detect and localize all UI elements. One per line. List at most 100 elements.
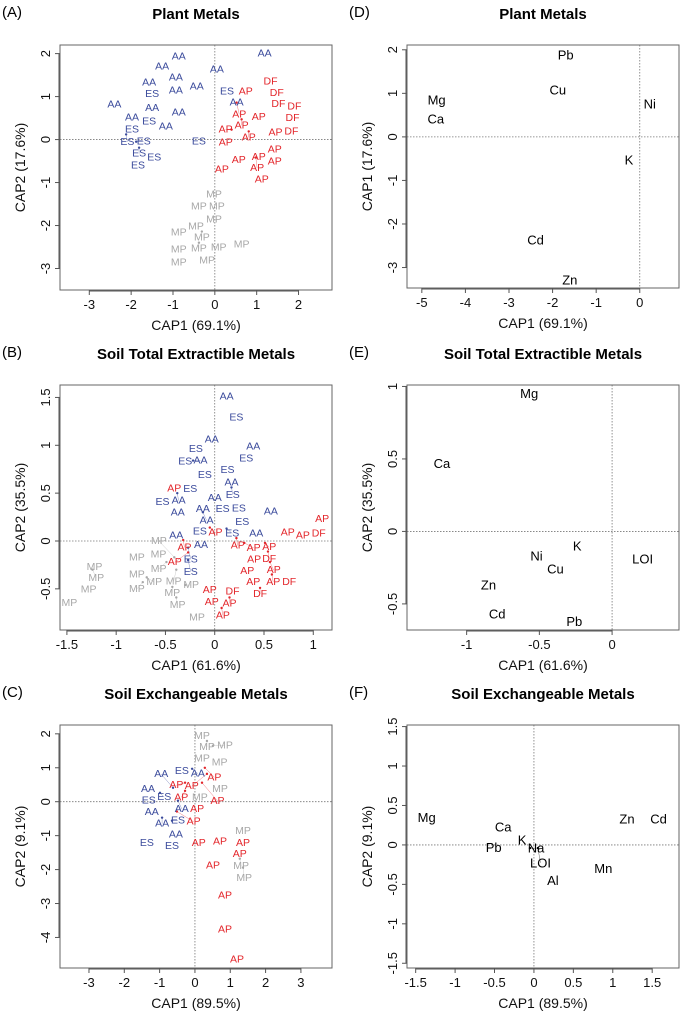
site-point-aa: AA [172,495,186,507]
x-tick-label: -0.5 [483,975,505,990]
panel-letter: (C) [2,684,23,701]
site-point-aa: AA [142,76,156,88]
site-point-df: DF [284,125,298,137]
site-point-df: DF [264,76,278,88]
point-marker [160,816,164,819]
site-point-ap: AP [255,174,269,186]
label-leader-line [231,487,234,495]
y-tick-label: 0 [38,798,53,805]
site-point-ap: AP [205,596,219,608]
y-tick-label: -1 [38,177,53,189]
point-marker [230,128,233,131]
x-tick-label: -1.5 [56,637,78,652]
site-point-es: ES [235,516,249,528]
x-axis-label: CAP1 (69.1%) [151,317,240,333]
site-point-ap: AP [167,482,181,494]
site-point-es: ES [131,160,145,172]
point-marker [225,527,228,530]
panel-title: Soil Total Extractible Metals [97,346,295,363]
label-leader-line [191,773,208,787]
point-marker [254,156,258,159]
y-axis-label: CAP1 (17.6%) [359,122,375,211]
plot-frame [59,384,333,631]
point-marker [186,558,190,562]
site-point-ap: AP [268,156,282,168]
label-leader-line [209,527,216,533]
label-leader-line [136,581,143,590]
label-leader-line [269,561,274,571]
x-tick-label: 1 [310,637,317,652]
point-marker [165,560,168,564]
variable-label: K [625,153,634,168]
variable-label: Cd [650,811,667,826]
point-marker [263,541,267,545]
point-marker [240,118,243,121]
site-point-mp: MP [194,730,210,742]
point-marker [170,819,174,822]
y-tick-label: 1 [38,93,53,100]
site-point-mp: MP [171,257,187,269]
y-tick-label: 2 [38,50,53,57]
y-tick-label: -0.5 [385,873,400,895]
point-marker [247,130,250,133]
site-point-aa: AA [155,61,169,73]
y-tick-label: 1 [38,442,53,449]
point-marker [241,866,245,869]
site-point-ap: AP [216,609,230,621]
x-tick-label: -0.5 [528,637,550,652]
site-point-ap: AP [247,542,261,554]
site-point-ap: AP [233,848,247,860]
y-tick-label: -1 [38,830,53,842]
variable-label: Al [547,873,559,888]
label-leader-line [271,574,274,582]
label-leader-line [158,540,175,558]
variable-label: K [518,833,527,848]
site-point-aa: AA [230,97,244,109]
y-tick-label: 1 [38,764,53,771]
site-point-es: ES [175,765,189,777]
y-tick-label: 1 [385,762,400,769]
label-leader-line [181,790,186,798]
site-point-aa: AA [175,803,189,815]
label-leader-line [255,157,258,169]
label-leader-line [242,867,245,878]
variable-label: Cd [527,233,544,248]
site-point-mp: MP [233,860,249,872]
label-leader-line [201,782,218,802]
site-point-ap: AP [203,584,217,596]
site-point-es: ES [140,837,154,849]
site-point-es: ES [220,85,234,97]
site-point-ap: AP [236,837,250,849]
point-marker [175,568,178,571]
point-marker [171,585,174,589]
point-marker [91,568,94,571]
variable-label: Pb [566,614,582,629]
variable-label: Pb [486,840,502,855]
plot-frame [406,44,680,289]
site-point-df: DF [253,588,267,600]
y-tick-label: 0 [385,133,400,140]
label-leader-line [158,561,167,570]
panel-f: (F) Soil Exchangeable Metals -1.5 -1 -0.5 0 0.… [349,684,680,1011]
point-marker [258,586,262,590]
y-tick-label: -0.5 [385,593,400,615]
panel-title: Soil Total Extractible Metals [444,346,642,363]
point-marker [176,491,179,495]
y-tick-label: -3 [38,263,53,275]
variable-label: Ni [530,549,542,564]
site-point-aa: AA [145,806,159,818]
y-axis-label: CAP2 (9.1%) [12,806,28,888]
site-point-es: ES [145,88,159,100]
site-point-es: ES [165,840,179,852]
site-point-es: ES [193,526,207,538]
point-marker [191,459,195,462]
point-marker [220,606,223,610]
variable-label: Mn [594,861,612,876]
site-point-ap: AP [185,780,199,792]
y-tick-label: 0 [385,841,400,848]
panel-letter: (F) [349,684,368,701]
variable-label: Na [528,841,545,856]
site-point-ap: AP [190,803,204,815]
point-marker [536,846,540,850]
